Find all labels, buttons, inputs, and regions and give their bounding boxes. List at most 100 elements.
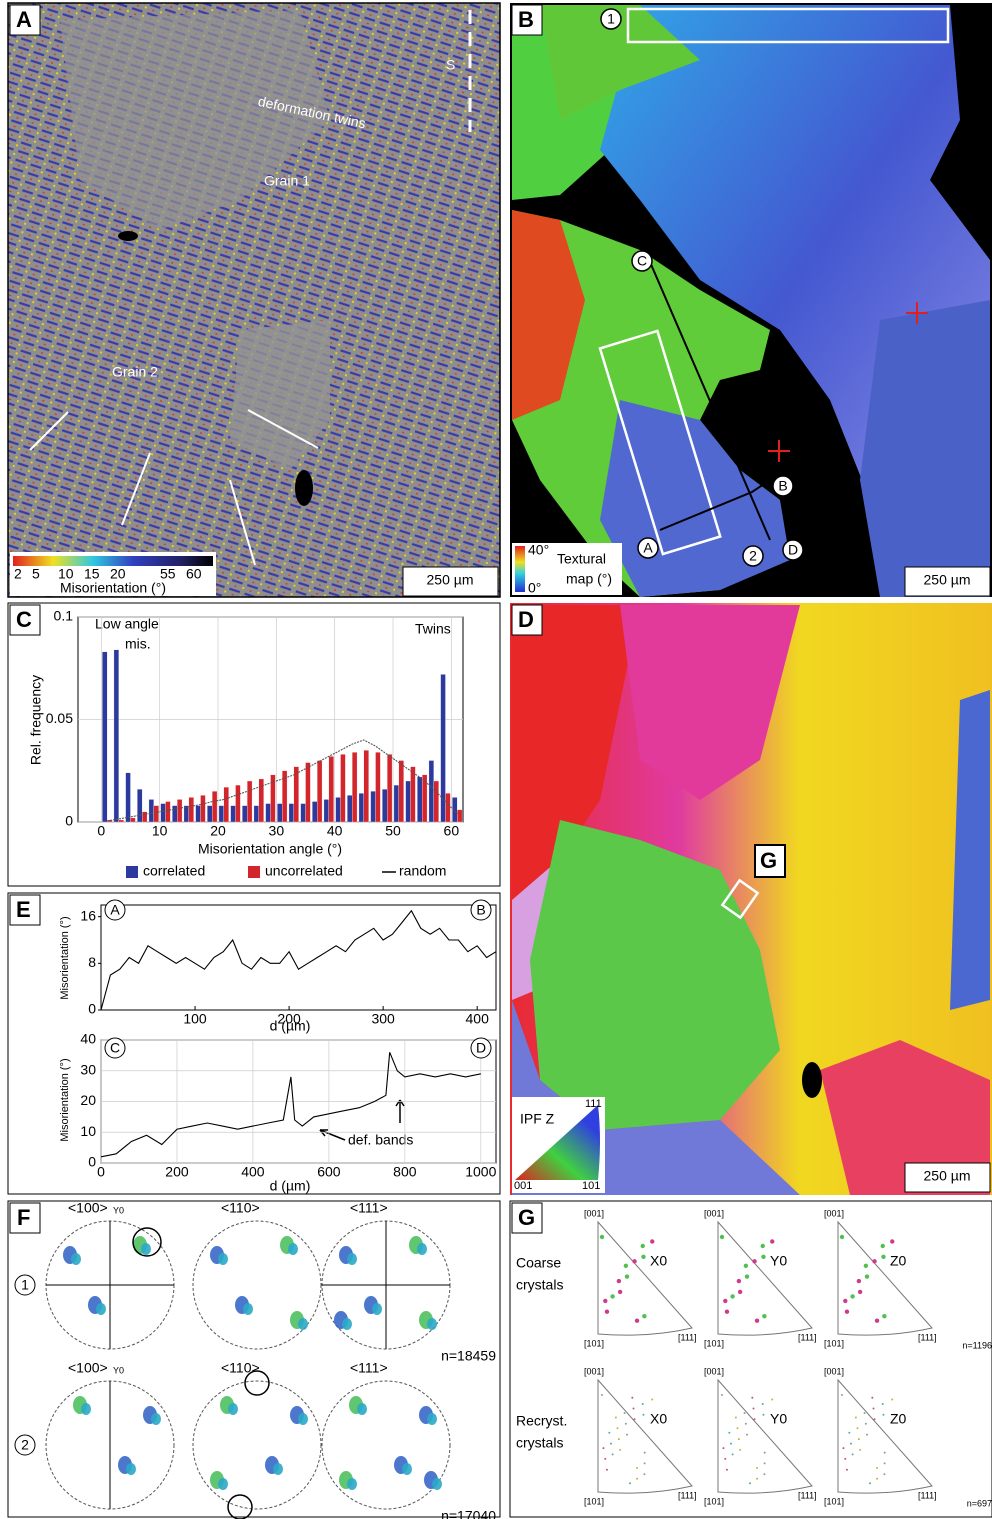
bar <box>160 803 166 823</box>
panel-label: B <box>518 7 534 32</box>
x-tick-label: 0 <box>97 1164 105 1180</box>
legend-title: IPF Z <box>520 1111 555 1127</box>
decoration <box>512 210 585 420</box>
orientation-point <box>850 1442 853 1445</box>
decoration <box>319 1129 346 1141</box>
orientation-point <box>643 1451 646 1454</box>
orientation-point <box>863 1263 869 1269</box>
orientation-point <box>744 1422 747 1425</box>
orientation-point <box>736 1278 742 1284</box>
decoration <box>7 602 501 887</box>
orientation-point <box>761 1254 766 1260</box>
bar <box>137 789 143 823</box>
bar <box>223 787 229 823</box>
corner-label: [101] <box>704 1496 724 1506</box>
colorbar-tick-label: 55 <box>160 566 176 582</box>
corner-label: [111] <box>798 1490 817 1500</box>
orientation-point <box>744 1274 750 1279</box>
pole-cluster <box>96 1303 106 1315</box>
sample-count: n=18459 <box>441 1348 496 1364</box>
orientation-point <box>731 1453 734 1456</box>
decoration <box>229 479 256 566</box>
bar <box>142 811 148 823</box>
orientation-point <box>848 1431 851 1434</box>
orientation-point <box>864 1274 870 1279</box>
legend-label: uncorrelated <box>265 863 343 879</box>
marker-label: B <box>778 478 787 494</box>
orientation-point <box>761 1403 764 1405</box>
orientation-point <box>857 1289 863 1295</box>
pole-cluster <box>218 1253 228 1265</box>
orientation-point <box>640 1243 645 1249</box>
orientation-point <box>856 1427 859 1430</box>
decoration <box>7 892 501 1195</box>
corner-label: [111] <box>918 1490 937 1500</box>
bar <box>340 754 346 823</box>
orientation-point <box>605 1468 608 1471</box>
orientation-point <box>763 1451 766 1454</box>
orientation-point <box>642 1413 645 1416</box>
orientation-point <box>602 1447 605 1450</box>
orientation-point <box>751 1396 754 1399</box>
orientation-point <box>614 1416 617 1419</box>
x-tick-label: 300 <box>371 1011 395 1027</box>
orientation-point <box>882 1413 885 1416</box>
decoration <box>511 4 543 36</box>
orientation-point <box>752 1259 757 1264</box>
profile-line <box>100 909 497 1011</box>
bar <box>317 760 323 823</box>
pole-cluster <box>357 1403 367 1415</box>
corner-label: [001] <box>584 1208 604 1218</box>
orientation-point <box>635 1466 638 1469</box>
pole-cluster <box>228 1403 238 1415</box>
highlight <box>227 1494 253 1519</box>
bar <box>165 801 171 823</box>
orientation-point <box>874 1318 880 1323</box>
corner-label: [001] <box>704 1366 724 1376</box>
orientation-point <box>745 1433 748 1436</box>
bar <box>347 795 353 823</box>
orientation-point <box>754 1318 760 1323</box>
orientation-point <box>756 1477 759 1480</box>
orientation-point <box>763 1462 766 1465</box>
orientation-point <box>753 1418 756 1421</box>
bar <box>358 793 364 823</box>
colorbar-title: Misorientation (°) <box>60 580 166 596</box>
endpoint-label: D <box>476 1040 486 1056</box>
orientation-point <box>844 1309 850 1314</box>
decoration <box>511 604 543 636</box>
panel-label: F <box>17 1205 30 1230</box>
bar <box>188 797 194 823</box>
pole-figure-title: <111> <box>350 1200 388 1216</box>
endpoint-circle <box>104 899 126 921</box>
y-tick-label: 0.1 <box>54 608 74 624</box>
bar <box>335 797 341 823</box>
x-tick-label: 40 <box>327 823 343 839</box>
orientation-point <box>875 1466 878 1469</box>
bar <box>153 805 159 823</box>
pole-cluster <box>298 1318 308 1330</box>
orientation-point <box>611 1453 614 1456</box>
bar <box>352 752 358 823</box>
bar <box>118 819 124 823</box>
decoration <box>720 878 760 920</box>
marker-label: A <box>643 540 653 556</box>
orientation-point <box>623 1412 626 1414</box>
pole-cluster <box>372 1303 382 1315</box>
pole-cluster <box>71 1253 81 1265</box>
plot-area <box>100 904 497 1011</box>
bar <box>253 805 259 823</box>
orientation-point <box>625 1433 628 1436</box>
orientation-point <box>871 1396 874 1399</box>
y-tick-label: 0 <box>88 1001 96 1017</box>
orientation-point <box>845 1468 848 1471</box>
decoration <box>904 1162 991 1193</box>
x-tick-label: 50 <box>385 823 401 839</box>
row-marker: 2 <box>21 1437 29 1453</box>
y-axis-label: Misorientation (°) <box>59 1058 71 1141</box>
pole-cluster <box>402 1463 412 1475</box>
orientation-point <box>865 1433 868 1436</box>
orientation-point <box>883 1473 886 1476</box>
decoration <box>9 604 41 636</box>
